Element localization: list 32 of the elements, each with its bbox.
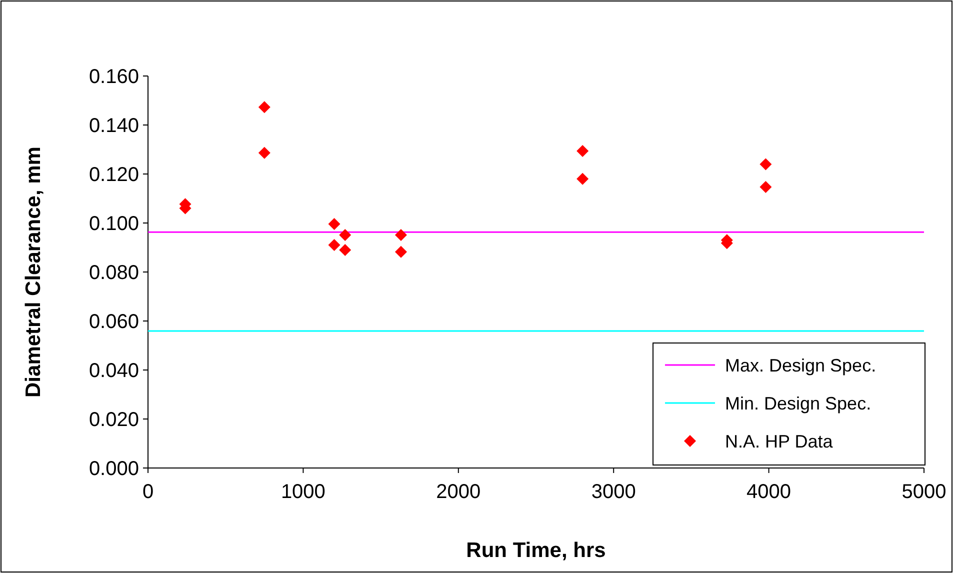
- y-tick-label: 0.160: [88, 66, 139, 88]
- legend-label: N.A. HP Data: [725, 431, 834, 452]
- point: [339, 244, 352, 256]
- y-tick-label: 0.040: [88, 360, 139, 382]
- point: [339, 229, 352, 242]
- x-tick-label: 1000: [280, 481, 326, 503]
- y-tick-label: 0.100: [88, 213, 139, 235]
- x-tick-label: 0: [142, 481, 154, 503]
- y-tick-label: 0.140: [88, 115, 139, 137]
- point: [328, 239, 340, 252]
- x-tick-label: 5000: [902, 481, 946, 503]
- y-axis-title: Diametral Clearance, mm: [22, 146, 45, 398]
- y-tick-label: 0.000: [88, 458, 139, 480]
- point: [760, 158, 772, 170]
- x-tick-label: 3000: [591, 481, 636, 503]
- y-tick-label: 0.060: [88, 311, 139, 333]
- y-tick-label: 0.020: [88, 409, 139, 431]
- x-tick-label: 4000: [746, 481, 792, 503]
- point: [394, 229, 407, 242]
- x-axis-title: Run Time, hrs: [466, 539, 606, 562]
- point: [258, 146, 270, 159]
- point: [576, 144, 589, 157]
- legend-label: Max. Design Spec.: [725, 355, 876, 376]
- point: [576, 172, 589, 185]
- y-tick-label: 0.120: [88, 164, 139, 186]
- legend-label: Min. Design Spec.: [725, 393, 872, 414]
- point: [328, 218, 340, 230]
- point: [760, 180, 772, 193]
- y-tick-label: 0.080: [88, 262, 139, 284]
- x-tick-label: 2000: [436, 481, 481, 503]
- point: [394, 246, 407, 258]
- point: [258, 101, 270, 114]
